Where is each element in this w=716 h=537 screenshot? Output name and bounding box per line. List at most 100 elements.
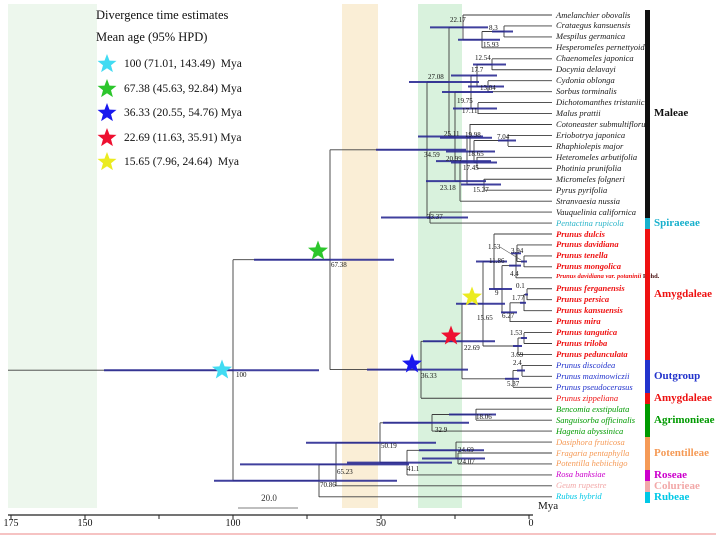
era-band-middle xyxy=(342,4,378,508)
axis-tick-label: 100 xyxy=(225,518,241,529)
taxon-label: Fragaria pentaphylla xyxy=(556,447,630,458)
clade-label: Spiraeeae xyxy=(654,216,700,229)
taxon-label: Dasiphora fruticosa xyxy=(556,436,625,447)
star-icon xyxy=(97,54,117,73)
taxon-label: Heteromeles arbutifolia xyxy=(556,151,638,162)
legend: Divergence time estimates Mean age (95% … xyxy=(96,8,346,175)
taxon-label: Rosa banksiae xyxy=(556,469,606,480)
node-age-label: 0.1 xyxy=(516,282,525,290)
taxon-label: Sanguisorba officinalis xyxy=(556,414,636,425)
taxon-label: Prunus zippeliana xyxy=(556,392,619,403)
era-band-right xyxy=(418,4,462,508)
axis-tick-label: 175 xyxy=(3,518,19,529)
node-age-label: 24.69 xyxy=(458,446,474,454)
node-age-label: 33.37 xyxy=(427,213,443,221)
clade-label: Agrimonieae xyxy=(654,413,715,426)
clade-label: Potentilleae xyxy=(654,446,709,459)
star-icon xyxy=(97,78,117,97)
taxon-label: Mespilus germanica xyxy=(556,31,626,42)
legend-item: 100 (71.01, 143.49) Mya xyxy=(96,52,346,77)
node-age-label: 7.04 xyxy=(497,133,510,141)
star-icon xyxy=(97,127,117,146)
clade-bar xyxy=(645,480,650,492)
taxon-label: Eriobotrya japonica xyxy=(556,129,626,140)
axis-unit-label: Mya xyxy=(538,500,559,512)
clade-label: Maleae xyxy=(654,106,689,119)
taxon-label: Vauquelinia californica xyxy=(556,206,637,217)
legend-item-label: 100 (71.01, 143.49) Mya xyxy=(124,58,242,71)
era-band-left xyxy=(8,4,97,508)
taxon-label: Prunus maximowiczii xyxy=(556,370,630,381)
taxon-label: Prunus discoidea xyxy=(556,359,616,370)
clade-label: Rubeae xyxy=(654,490,690,503)
clade-bar xyxy=(645,359,650,393)
legend-item: 36.33 (20.55, 54.76) Mya xyxy=(96,101,346,126)
axis-tick-label: 150 xyxy=(77,518,93,529)
node-age-label: 13.84 xyxy=(480,84,496,92)
taxon-label: Docynia delavayi xyxy=(556,64,616,75)
star-icon xyxy=(97,152,117,171)
node-age-label: 1.77 xyxy=(512,294,525,302)
legend-item-label: 15.65 (7.96, 24.64) Mya xyxy=(124,156,239,169)
node-age-label: 11.86 xyxy=(489,257,505,265)
node-age-label: 27.08 xyxy=(428,73,444,81)
node-age-label: 6.27 xyxy=(502,312,515,320)
node-age-label: 17.11 xyxy=(462,107,478,115)
node-age-label: 24.07 xyxy=(459,458,475,466)
node-age-label: 3.94 xyxy=(511,247,524,255)
taxon-label: Prunus pedunculata xyxy=(556,348,628,359)
legend-item: 15.65 (7.96, 24.64) Mya xyxy=(96,150,346,175)
node-age-label: 3.69 xyxy=(511,351,524,359)
legend-item-label: 22.69 (11.63, 35.91) Mya xyxy=(124,131,242,144)
node-age-label: 32.9 xyxy=(435,426,448,434)
clade-label: Colurieae xyxy=(654,479,700,492)
clade-bar xyxy=(645,436,650,470)
taxon-label: Rubus hybrid xyxy=(556,491,602,502)
node-age-label: 22.69 xyxy=(464,344,480,352)
taxon-label: Photinia prunifolia xyxy=(556,162,622,173)
clade-label: Amygdaleae xyxy=(654,287,713,300)
clade-bar xyxy=(645,392,650,404)
taxon-label: Prunus pseudocerasus xyxy=(556,381,633,392)
clade-label: Amygdaleae xyxy=(654,391,713,404)
taxon-label: Prunus triloba xyxy=(556,338,608,348)
node-age-label: 22.17 xyxy=(450,16,466,24)
taxon-label: Prunus kansuensis xyxy=(556,305,623,316)
node-age-label: 4.4 xyxy=(510,270,519,278)
taxon-label: Prunus mira xyxy=(556,316,601,327)
taxon-label: Dichotomanthes tristaniic. xyxy=(556,97,647,108)
taxon-label: Prunus tangutica xyxy=(556,327,618,338)
clade-bar xyxy=(645,9,650,218)
clade-bar xyxy=(645,403,650,437)
taxon-label: Prunus persica xyxy=(556,294,610,305)
taxon-label: Micromeles folgneri xyxy=(556,173,625,184)
node-age-label: 12.54 xyxy=(475,54,491,62)
tree-line xyxy=(499,246,522,261)
node-age-label: 15.65 xyxy=(477,314,493,322)
legend-title: Divergence time estimates xyxy=(96,8,229,22)
node-star-icon xyxy=(308,240,328,260)
node-age-label: 34.59 xyxy=(424,151,440,159)
node-star-icon xyxy=(462,286,482,306)
taxon-label: Prunus mongolica xyxy=(556,261,621,272)
bottom-border-line xyxy=(0,533,716,535)
taxon-label: Hesperomeles pernettyoide xyxy=(556,42,649,53)
node-age-label: 9 xyxy=(495,289,499,297)
node-age-label: 5.37 xyxy=(507,380,520,388)
node-age-label: 23.18 xyxy=(440,184,456,192)
node-age-label: 1.53 xyxy=(488,243,501,251)
legend-item-label: 67.38 (45.63, 92.84) Mya xyxy=(124,82,242,95)
node-age-label: 15.93 xyxy=(483,41,499,49)
node-age-label: 17.45 xyxy=(463,164,479,172)
taxon-label: Amelanchier obovalis xyxy=(556,9,631,20)
taxon-label: Stranvaesia nussia xyxy=(556,195,620,206)
node-age-label: 17.7 xyxy=(471,66,484,74)
taxon-label: Pentactina rupicola xyxy=(556,217,624,228)
node-age-label: 65.23 xyxy=(337,468,353,476)
node-age-label: 1.53 xyxy=(510,329,523,337)
node-age-label: 36.33 xyxy=(421,372,437,380)
taxon-label: Prunus ferganensis xyxy=(556,283,625,294)
